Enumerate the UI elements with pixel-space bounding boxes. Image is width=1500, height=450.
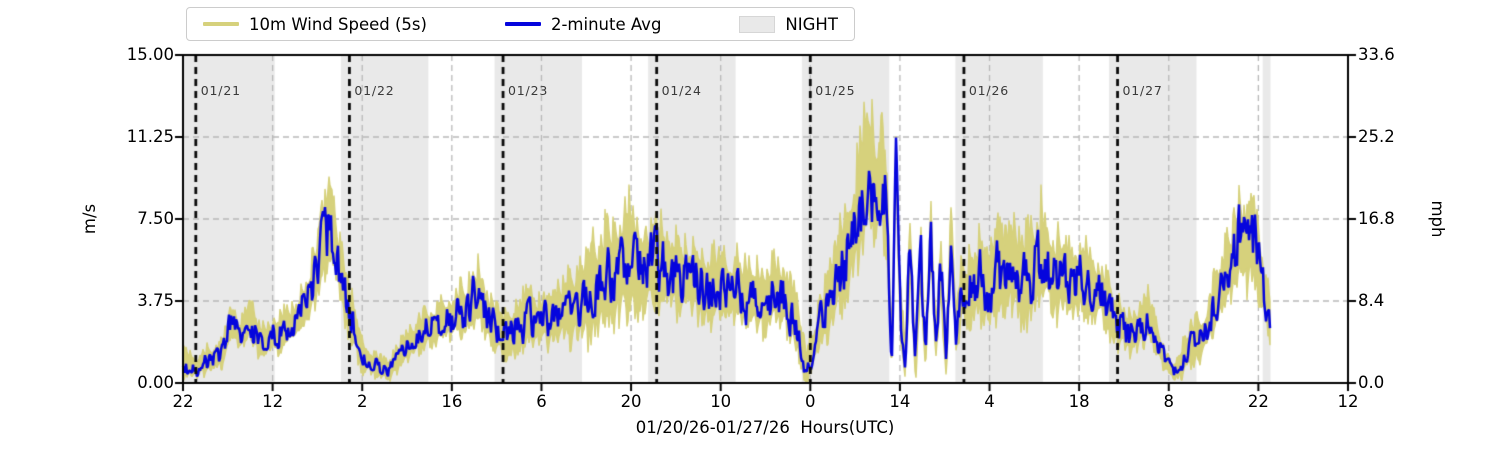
x-tick-label: 20: [620, 392, 642, 411]
legend-item-raw-wind: 10m Wind Speed (5s): [203, 15, 427, 34]
y-right-tick-label: 16.8: [1358, 209, 1395, 228]
x-tick-label: 12: [1337, 392, 1359, 411]
x-tick-label: 12: [262, 392, 284, 411]
y-right-tick-label: 0.0: [1358, 373, 1385, 392]
raw-wind-line-swatch-icon: [203, 22, 239, 26]
y-right-tick-label: 33.6: [1358, 45, 1395, 64]
x-tick-label: 2: [356, 392, 368, 411]
y-left-tick-label: 0.00: [137, 373, 174, 392]
x-axis-title: 01/20/26-01/27/26 Hours(UTC): [635, 418, 895, 437]
x-tick-label: 6: [536, 392, 547, 411]
day-marker-label: 01/26: [968, 83, 1009, 98]
legend-label-raw-wind: 10m Wind Speed (5s): [249, 14, 427, 34]
x-tick-label: 16: [441, 392, 463, 411]
y-left-tick-label: 11.25: [126, 127, 174, 146]
night-patch-swatch-icon: [739, 15, 776, 33]
x-tick-label: 22: [1247, 392, 1269, 411]
day-marker-label: 01/25: [815, 83, 856, 98]
legend-item-night: NIGHT: [739, 14, 838, 34]
y-left-tick-label: 7.50: [137, 209, 174, 228]
x-tick-label: 0: [805, 392, 816, 411]
x-tick-label: 18: [1068, 392, 1090, 411]
chart-legend: 10m Wind Speed (5s) 2-minute Avg NIGHT: [186, 7, 855, 41]
x-tick-label: 22: [172, 392, 194, 411]
day-marker-label: 01/23: [508, 83, 549, 98]
legend-item-avg-wind: 2-minute Avg: [504, 14, 662, 34]
y-left-tick-label: 15.00: [126, 45, 174, 64]
avg-wind-line-swatch-icon: [504, 22, 541, 26]
x-tick-label: 14: [889, 392, 911, 411]
x-tick-label: 4: [984, 392, 995, 411]
day-marker-label: 01/27: [1122, 83, 1163, 98]
day-marker-label: 01/21: [200, 83, 241, 98]
y-right-tick-label: 25.2: [1358, 127, 1395, 146]
day-marker-label: 01/22: [354, 83, 395, 98]
x-tick-label: 8: [1163, 392, 1175, 411]
day-marker-label: 01/24: [661, 83, 702, 98]
y-left-tick-label: 3.75: [137, 291, 174, 310]
legend-label-avg-wind: 2-minute Avg: [550, 14, 662, 34]
y-right-tick-label: 8.4: [1358, 291, 1385, 310]
legend-label-night: NIGHT: [785, 14, 838, 34]
x-tick-label: 10: [710, 392, 732, 411]
